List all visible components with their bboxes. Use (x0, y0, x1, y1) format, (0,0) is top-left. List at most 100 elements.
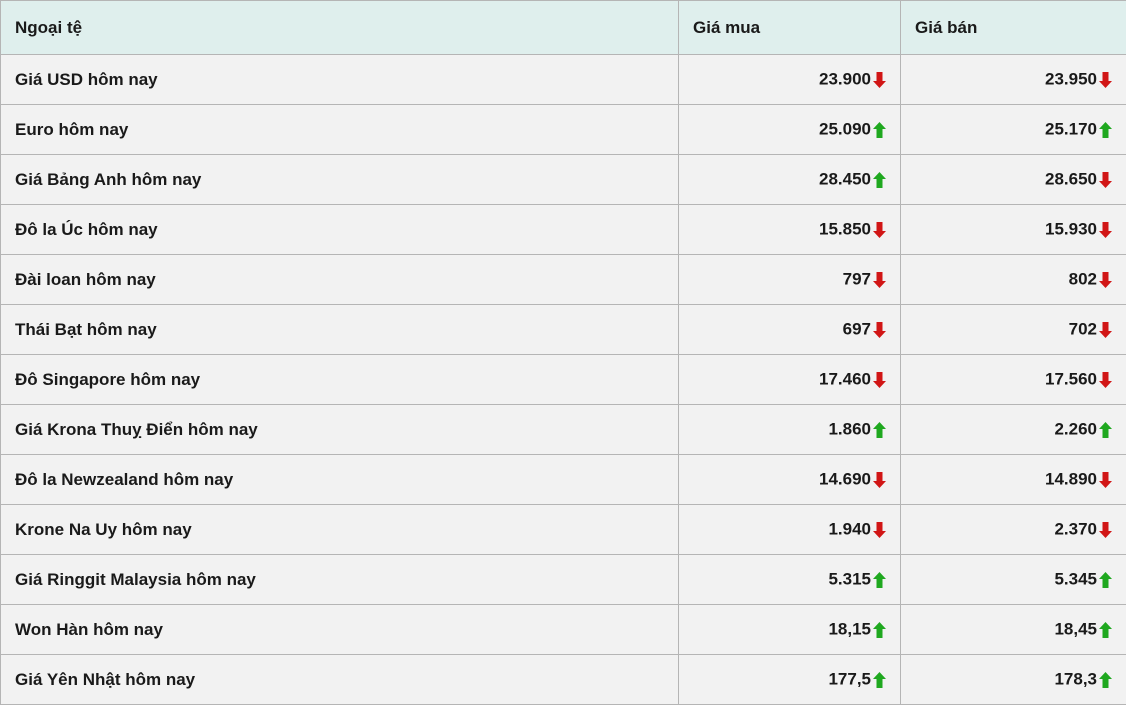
buy-value: 23.900 (819, 70, 871, 89)
currency-name[interactable]: Đô la Newzealand hôm nay (1, 455, 679, 505)
arrow-down-icon (1099, 472, 1112, 488)
arrow-up-icon (873, 172, 886, 188)
sell-value: 2.260 (1054, 420, 1097, 439)
table-row: Giá Yên Nhật hôm nay 177,5 178,3 (1, 655, 1126, 705)
arrow-down-icon (873, 272, 886, 288)
currency-name[interactable]: Won Hàn hôm nay (1, 605, 679, 655)
arrow-down-icon (1099, 72, 1112, 88)
table-row: Giá Bảng Anh hôm nay 28.450 28.650 (1, 155, 1126, 205)
buy-cell: 23.900 (679, 55, 901, 105)
arrow-up-icon (1099, 622, 1112, 638)
sell-cell: 25.170 (901, 105, 1126, 155)
buy-cell: 15.850 (679, 205, 901, 255)
buy-value: 17.460 (819, 370, 871, 389)
arrow-up-icon (873, 622, 886, 638)
buy-value: 177,5 (828, 670, 871, 689)
arrow-up-icon (1099, 672, 1112, 688)
arrow-up-icon (873, 572, 886, 588)
buy-value: 5.315 (828, 570, 871, 589)
buy-value: 18,15 (828, 620, 871, 639)
buy-cell: 1.940 (679, 505, 901, 555)
buy-cell: 797 (679, 255, 901, 305)
buy-cell: 177,5 (679, 655, 901, 705)
sell-cell: 2.370 (901, 505, 1126, 555)
arrow-down-icon (1099, 522, 1112, 538)
sell-value: 15.930 (1045, 220, 1097, 239)
currency-name[interactable]: Đô Singapore hôm nay (1, 355, 679, 405)
currency-name[interactable]: Đài loan hôm nay (1, 255, 679, 305)
arrow-down-icon (873, 322, 886, 338)
buy-cell: 697 (679, 305, 901, 355)
sell-cell: 178,3 (901, 655, 1126, 705)
currency-name[interactable]: Giá Krona Thuỵ Điển hôm nay (1, 405, 679, 455)
sell-value: 17.560 (1045, 370, 1097, 389)
sell-cell: 5.345 (901, 555, 1126, 605)
buy-value: 25.090 (819, 120, 871, 139)
table-row: Đài loan hôm nay797 802 (1, 255, 1126, 305)
arrow-down-icon (1099, 322, 1112, 338)
buy-cell: 1.860 (679, 405, 901, 455)
table-row: Thái Bạt hôm nay 697 702 (1, 305, 1126, 355)
currency-name[interactable]: Giá USD hôm nay (1, 55, 679, 105)
buy-value: 697 (843, 320, 871, 339)
table-row: Đô Singapore hôm nay 17.460 17.560 (1, 355, 1126, 405)
sell-value: 23.950 (1045, 70, 1097, 89)
sell-value: 14.890 (1045, 470, 1097, 489)
table-row: Đô la Úc hôm nay 15.850 15.930 (1, 205, 1126, 255)
arrow-down-icon (873, 72, 886, 88)
arrow-up-icon (873, 672, 886, 688)
arrow-up-icon (873, 122, 886, 138)
exchange-rate-table: Ngoại tệ Giá mua Giá bán Giá USD hôm nay… (0, 0, 1126, 705)
sell-cell: 2.260 (901, 405, 1126, 455)
sell-cell: 18,45 (901, 605, 1126, 655)
arrow-up-icon (1099, 422, 1112, 438)
buy-value: 1.940 (828, 520, 871, 539)
buy-value: 14.690 (819, 470, 871, 489)
table-row: Krone Na Uy hôm nay 1.940 2.370 (1, 505, 1126, 555)
arrow-up-icon (873, 422, 886, 438)
sell-cell: 15.930 (901, 205, 1126, 255)
sell-cell: 28.650 (901, 155, 1126, 205)
table-row: Giá Ringgit Malaysia hôm nay 5.315 5.345 (1, 555, 1126, 605)
table-body: Giá USD hôm nay 23.900 23.950 Euro hôm nay 2… (1, 55, 1126, 705)
currency-name[interactable]: Thái Bạt hôm nay (1, 305, 679, 355)
currency-name[interactable]: Euro hôm nay (1, 105, 679, 155)
sell-value: 702 (1069, 320, 1097, 339)
buy-cell: 5.315 (679, 555, 901, 605)
arrow-down-icon (873, 522, 886, 538)
table-row: Đô la Newzealand hôm nay 14.690 14.890 (1, 455, 1126, 505)
col-header-sell: Giá bán (901, 1, 1126, 55)
arrow-down-icon (873, 372, 886, 388)
arrow-down-icon (1099, 172, 1112, 188)
sell-cell: 23.950 (901, 55, 1126, 105)
sell-cell: 702 (901, 305, 1126, 355)
buy-cell: 25.090 (679, 105, 901, 155)
arrow-down-icon (1099, 272, 1112, 288)
arrow-down-icon (873, 222, 886, 238)
sell-cell: 14.890 (901, 455, 1126, 505)
arrow-up-icon (1099, 572, 1112, 588)
sell-cell: 17.560 (901, 355, 1126, 405)
buy-value: 15.850 (819, 220, 871, 239)
arrow-up-icon (1099, 122, 1112, 138)
buy-value: 28.450 (819, 170, 871, 189)
sell-cell: 802 (901, 255, 1126, 305)
buy-value: 1.860 (828, 420, 871, 439)
buy-cell: 18,15 (679, 605, 901, 655)
currency-name[interactable]: Krone Na Uy hôm nay (1, 505, 679, 555)
currency-name[interactable]: Giá Yên Nhật hôm nay (1, 655, 679, 705)
sell-value: 5.345 (1054, 570, 1097, 589)
buy-cell: 14.690 (679, 455, 901, 505)
col-header-currency: Ngoại tệ (1, 1, 679, 55)
currency-name[interactable]: Đô la Úc hôm nay (1, 205, 679, 255)
table-header: Ngoại tệ Giá mua Giá bán (1, 1, 1126, 55)
arrow-down-icon (873, 472, 886, 488)
currency-name[interactable]: Giá Bảng Anh hôm nay (1, 155, 679, 205)
sell-value: 802 (1069, 270, 1097, 289)
table-row: Euro hôm nay 25.090 25.170 (1, 105, 1126, 155)
table-row: Giá Krona Thuỵ Điển hôm nay 1.860 2.260 (1, 405, 1126, 455)
sell-value: 28.650 (1045, 170, 1097, 189)
currency-name[interactable]: Giá Ringgit Malaysia hôm nay (1, 555, 679, 605)
arrow-down-icon (1099, 372, 1112, 388)
col-header-buy: Giá mua (679, 1, 901, 55)
